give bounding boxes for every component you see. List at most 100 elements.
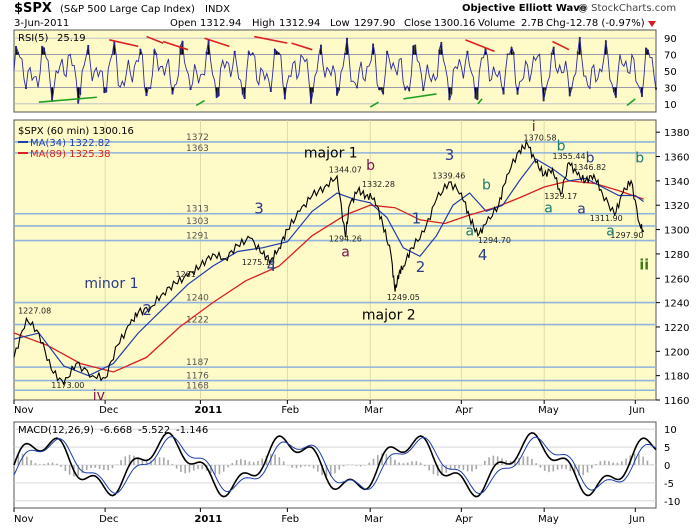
date-axis-label: Feb — [281, 405, 299, 416]
wave-annotation: major 1 — [304, 146, 358, 162]
open-value: 1312.94 — [200, 18, 241, 29]
price-legend-title: $SPX (60 min) 1300.16 — [18, 126, 134, 137]
price-y-tick-label: 1380 — [664, 128, 689, 139]
date-axis-bottom: Nov Dec 2011 Feb Mar Apr May Jun — [13, 508, 645, 525]
price-y-tick-label: 1240 — [664, 299, 689, 310]
ma34-legend-label: MA(34) 1322.82 — [30, 138, 111, 149]
chart-attribution: Objective Elliott Wave — [462, 3, 587, 14]
down-arrow-icon — [648, 21, 656, 27]
date-axis-label: May — [538, 405, 559, 416]
wave-annotation: 1344.07 — [329, 165, 362, 174]
wave-annotation: b — [482, 177, 491, 193]
date-axis-label: 2011 — [194, 405, 222, 416]
chart-symbol: $SPX — [14, 1, 52, 16]
rsi-bearish-trendline — [465, 39, 495, 53]
price-level-label: 1176 — [186, 372, 209, 382]
high-value: 1312.94 — [279, 18, 320, 29]
price-y-tick-label: 1280 — [664, 250, 689, 261]
rsi-bullish-trendline — [38, 96, 97, 103]
rsi-levels: 90 70 50 30 10 — [14, 34, 677, 111]
date-axis-label: Apr — [455, 405, 473, 416]
wave-annotation: 1173.00 — [51, 381, 84, 390]
wave-annotation: 2 — [142, 301, 152, 319]
price-level-label: 1222 — [186, 316, 209, 326]
rsi-level-label: 30 — [664, 83, 677, 94]
wave-annotation: 1261 — [176, 270, 196, 279]
wave-annotation: 1329.17 — [544, 192, 577, 201]
rsi-bearish-trendline — [146, 35, 164, 44]
price-level-label: 1168 — [186, 381, 209, 391]
macd-y-tick-label: 10 — [664, 425, 677, 436]
rsi-level-label: 90 — [664, 34, 677, 45]
chart-full-name: (S&P 500 Large Cap Index) — [60, 4, 195, 15]
price-level-label: 1313 — [186, 205, 209, 215]
macd-line — [13, 431, 657, 498]
high-label: High — [252, 18, 275, 29]
rsi-bullish-trendline — [626, 98, 636, 107]
wave-annotation: 1249.05 — [387, 293, 420, 302]
wave-annotation: a — [466, 224, 475, 240]
macd-label: MACD(12,26,9) — [18, 425, 94, 436]
date-axis-label: Apr — [455, 514, 473, 525]
rsi-bearish-trendline — [254, 35, 288, 44]
wave-annotation: b — [366, 158, 375, 174]
price-y-tick-label: 1340 — [664, 177, 689, 188]
macd-panel: 10 5 0 -5 -10 MACD(12,26,9) -6.668 -5.522 -1… — [13, 421, 680, 509]
rsi-trendlines — [38, 35, 636, 108]
date-axis-label: May — [538, 514, 559, 525]
rsi-bearish-trendline — [109, 39, 139, 48]
price-y-tick-label: 1360 — [664, 153, 689, 164]
ohlc-readout: Open 1312.94 High 1312.94 Low 1297.90 Cl… — [170, 18, 645, 29]
wave-annotation: 2 — [416, 258, 426, 276]
chg-label: Chg — [546, 18, 566, 29]
date-axis-label: Dec — [99, 514, 118, 525]
chart-date: 3-Jun-2011 — [14, 18, 69, 29]
volume-value: 2.7B — [521, 18, 544, 29]
price-level-label: 1291 — [186, 232, 209, 242]
rsi-bullish-trendline — [369, 101, 379, 108]
date-axis-label: Nov — [14, 405, 34, 416]
low-label: Low — [330, 18, 350, 29]
rsi-level-label: 50 — [664, 67, 677, 78]
price-y-tick-label: 1320 — [664, 201, 689, 212]
chart-exchange: INDX — [205, 4, 230, 15]
open-label: Open — [170, 18, 197, 29]
rsi-line — [13, 37, 657, 104]
macd-histogram — [13, 453, 657, 477]
wave-annotation: 1297.90 — [610, 231, 643, 240]
wave-annotation: 1355.44 — [553, 152, 586, 161]
price-panel-bg — [13, 119, 657, 401]
price-y-tick-label: 1180 — [664, 372, 689, 383]
wave-annotation: a — [577, 202, 586, 218]
wave-annotation: b — [635, 151, 644, 167]
date-axis-label: Jun — [628, 514, 645, 525]
price-level-label: 1303 — [186, 217, 209, 227]
rsi-bullish-trendline — [403, 93, 437, 100]
macd-y-tick-label: 5 — [664, 443, 670, 454]
wave-annotation: major 2 — [362, 308, 416, 324]
price-y-ticks: 1160 1180 1200 1220 1240 1260 1280 1300 1320 1340… — [656, 128, 689, 407]
wave-annotation: a — [544, 201, 553, 217]
rsi-level-label: 10 — [664, 100, 677, 111]
rsi-bullish-trendline — [195, 99, 205, 107]
wave-annotation: b — [586, 151, 595, 167]
ma34-series-line — [13, 158, 644, 377]
wave-annotation: b — [557, 138, 566, 154]
rsi-label: RSI(5) — [18, 33, 49, 44]
date-axis-label: 2011 — [194, 514, 222, 525]
close-label: Close — [404, 18, 431, 29]
wave-annotation: 1332.28 — [362, 180, 395, 189]
wave-annotation: 1275.10 — [242, 258, 275, 267]
rsi-level-label: 70 — [664, 51, 677, 62]
wave-annotation: iv — [93, 388, 105, 404]
wave-annotation: 4 — [478, 246, 488, 264]
ma89-legend-label: MA(89) 1325.38 — [30, 149, 111, 160]
wave-annotation: 1227.08 — [18, 307, 51, 316]
rsi-bullish-trendline — [477, 98, 483, 105]
chart-source: @ StockCharts.com — [578, 3, 676, 14]
price-series-line — [13, 139, 645, 386]
price-y-tick-label: 1260 — [664, 274, 689, 285]
